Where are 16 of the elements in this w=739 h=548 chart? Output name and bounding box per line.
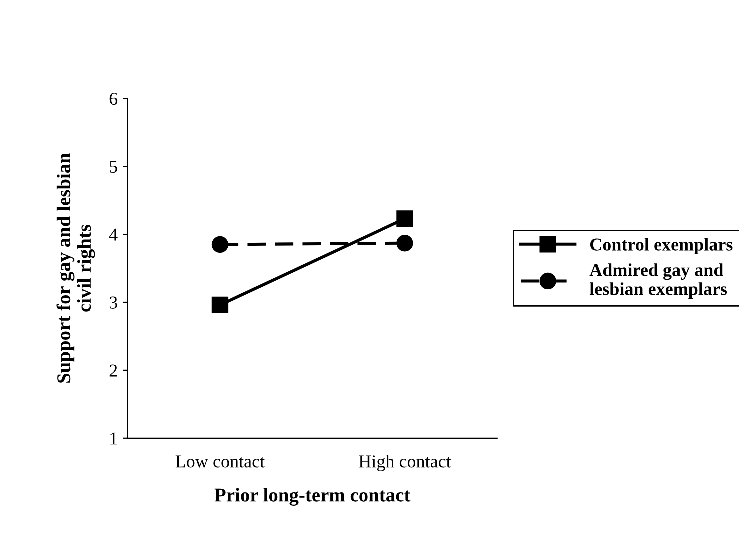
legend-label: Admired gay and lesbian exemplars [590,264,728,299]
point [396,210,414,228]
y-tick-label: 4 [109,228,118,241]
y-tick-label: 1 [110,432,118,445]
legend-label: Control exemplars [590,238,733,255]
y-axis-title: Support for gay and lesbian civil rights [56,153,96,383]
x-tick-label: Low contact [176,456,265,468]
y-tick-label: 3 [110,296,118,309]
x-tick-label: High contact [359,455,452,472]
y-tick-label: 2 [110,364,118,377]
x-axis-title: Prior long-term contact [214,488,411,506]
y-tick-label: 5 [110,161,118,174]
point [212,296,229,314]
point [212,236,229,254]
point [396,235,414,252]
y-tick-label: 6 [110,92,118,106]
